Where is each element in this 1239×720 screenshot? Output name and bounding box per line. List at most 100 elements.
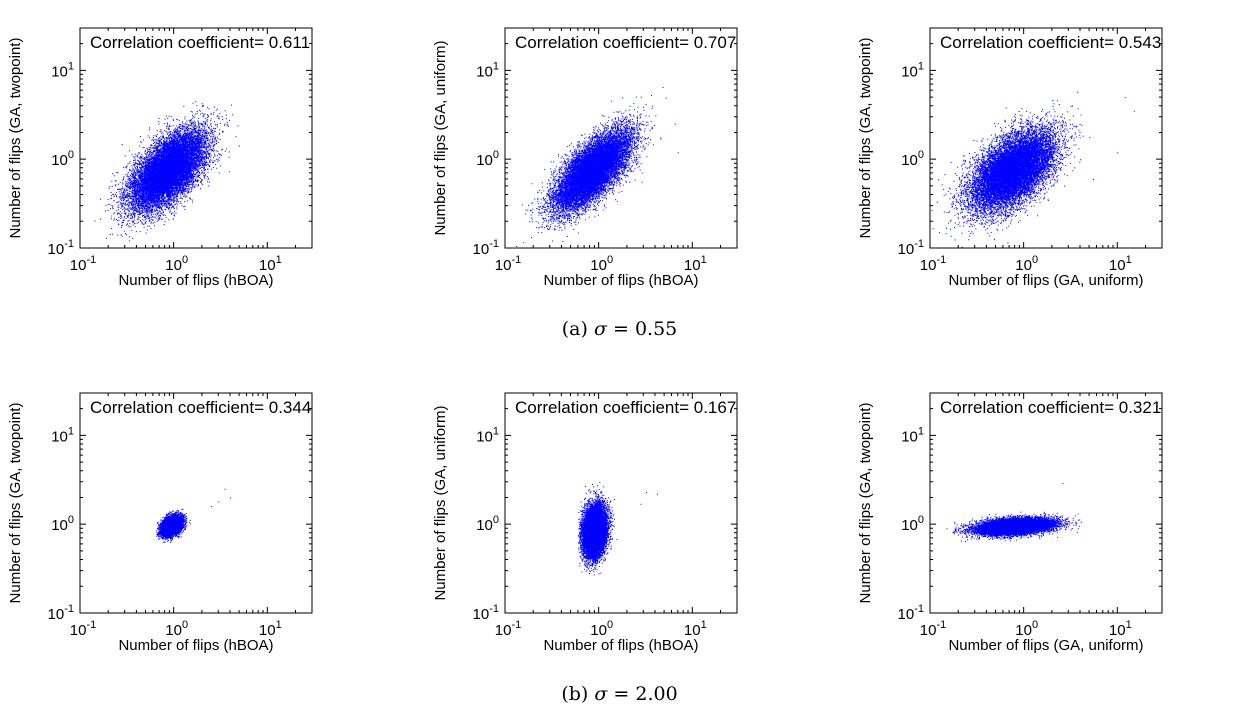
x-tick-label: 10-1 bbox=[920, 619, 946, 639]
plot-area bbox=[80, 393, 312, 613]
x-axis-label: Number of flips (GA, uniform) bbox=[948, 637, 1143, 654]
plot-area bbox=[930, 393, 1162, 613]
minor-ticks bbox=[930, 392, 1163, 613]
correlation-annotation: Correlation coefficient= 0.611 bbox=[90, 33, 310, 52]
axes-frame bbox=[504, 27, 738, 249]
x-tick-label: 10-1 bbox=[920, 254, 946, 274]
major-tick bbox=[505, 28, 737, 248]
x-axis-label: Number of flips (hBOA) bbox=[543, 272, 698, 289]
caption-a-symbol: σ bbox=[593, 318, 607, 340]
x-tick-label: 101 bbox=[684, 254, 707, 274]
major-tick bbox=[930, 28, 1162, 248]
x-tick-label: 101 bbox=[1109, 619, 1132, 639]
x-axis-label: Number of flips (hBOA) bbox=[118, 637, 273, 654]
y-tick-label: 101 bbox=[51, 60, 74, 80]
x-tick-label: 10-1 bbox=[70, 254, 96, 274]
y-tick-label: 100 bbox=[901, 514, 924, 534]
x-tick-label: 100 bbox=[165, 619, 188, 639]
major-tick bbox=[930, 393, 1162, 613]
correlation-annotation: Correlation coefficient= 0.344 bbox=[90, 398, 311, 417]
correlation-annotation: Correlation coefficient= 0.321 bbox=[940, 398, 1161, 417]
y-axis-label: Number of flips (GA, twopoint) bbox=[7, 403, 24, 604]
y-tick-label: 101 bbox=[901, 60, 924, 80]
y-tick-label: 10-1 bbox=[473, 603, 499, 623]
x-axis-label: Number of flips (hBOA) bbox=[543, 637, 698, 654]
x-axis-label: Number of flips (GA, uniform) bbox=[948, 272, 1143, 289]
correlation-annotation: Correlation coefficient= 0.543 bbox=[940, 33, 1161, 52]
major-tick bbox=[930, 28, 1162, 248]
major-tick bbox=[929, 28, 1162, 249]
caption-a-label: (a) bbox=[561, 318, 588, 340]
plot-area bbox=[505, 393, 737, 613]
minor-ticks bbox=[930, 27, 1163, 248]
minor-ticks bbox=[505, 27, 738, 248]
data-points bbox=[931, 91, 1135, 248]
y-tick-label: 100 bbox=[476, 149, 499, 169]
x-tick-label: 100 bbox=[165, 254, 188, 274]
y-tick-label: 10-1 bbox=[48, 603, 74, 623]
major-tick bbox=[929, 393, 1162, 614]
data-points bbox=[156, 488, 231, 544]
y-tick-label: 101 bbox=[476, 425, 499, 445]
minor-ticks bbox=[80, 27, 313, 248]
caption-b: (b) σ = 2.00 bbox=[0, 683, 1239, 705]
major-tick bbox=[80, 393, 312, 613]
major-tick bbox=[504, 28, 737, 249]
major-tick bbox=[80, 393, 312, 613]
y-axis-label: Number of flips (GA, uniform) bbox=[432, 405, 449, 600]
correlation-annotation: Correlation coefficient= 0.707 bbox=[515, 33, 736, 52]
x-tick-label: 10-1 bbox=[70, 619, 96, 639]
x-tick-label: 100 bbox=[1015, 254, 1038, 274]
y-tick-label: 10-1 bbox=[473, 238, 499, 258]
major-tick bbox=[505, 28, 737, 248]
x-tick-label: 101 bbox=[684, 619, 707, 639]
y-tick-label: 100 bbox=[51, 149, 74, 169]
x-tick-label: 10-1 bbox=[495, 254, 521, 274]
y-tick-label: 101 bbox=[51, 425, 74, 445]
y-tick-label: 10-1 bbox=[898, 238, 924, 258]
y-tick-label: 101 bbox=[476, 60, 499, 80]
major-tick bbox=[504, 393, 737, 614]
y-axis-label: Number of flips (GA, twopoint) bbox=[7, 38, 24, 239]
data-points bbox=[516, 87, 679, 247]
major-tick bbox=[79, 28, 312, 249]
caption-b-label: (b) bbox=[561, 683, 589, 705]
y-tick-label: 101 bbox=[901, 425, 924, 445]
x-tick-label: 101 bbox=[1109, 254, 1132, 274]
caption-a-value: = 0.55 bbox=[612, 318, 678, 340]
x-tick-label: 10-1 bbox=[495, 619, 521, 639]
caption-a: (a) σ = 0.55 bbox=[0, 318, 1239, 340]
axes-frame bbox=[929, 27, 1163, 249]
minor-ticks bbox=[80, 392, 313, 613]
minor-ticks bbox=[505, 392, 738, 613]
data-points bbox=[94, 101, 240, 242]
correlation-annotation: Correlation coefficient= 0.167 bbox=[515, 398, 736, 417]
y-tick-label: 100 bbox=[901, 149, 924, 169]
y-tick-label: 100 bbox=[476, 514, 499, 534]
y-axis-label: Number of flips (GA, uniform) bbox=[432, 40, 449, 235]
y-axis-label: Number of flips (GA, twopoint) bbox=[857, 38, 874, 239]
x-axis-label: Number of flips (hBOA) bbox=[118, 272, 273, 289]
major-tick bbox=[80, 28, 312, 248]
major-tick bbox=[505, 393, 737, 613]
x-tick-label: 100 bbox=[590, 254, 613, 274]
x-tick-label: 101 bbox=[259, 619, 282, 639]
data-points bbox=[946, 483, 1082, 543]
axes-frame bbox=[504, 392, 738, 614]
y-axis-label: Number of flips (GA, twopoint) bbox=[857, 403, 874, 604]
axes-frame bbox=[929, 392, 1163, 614]
major-tick bbox=[80, 28, 312, 248]
data-points bbox=[577, 482, 658, 576]
x-tick-label: 101 bbox=[259, 254, 282, 274]
y-tick-label: 10-1 bbox=[898, 603, 924, 623]
y-tick-label: 100 bbox=[51, 514, 74, 534]
major-tick bbox=[79, 393, 312, 614]
caption-b-value: = 2.00 bbox=[613, 683, 678, 705]
y-tick-label: 10-1 bbox=[48, 238, 74, 258]
major-tick bbox=[930, 393, 1162, 613]
